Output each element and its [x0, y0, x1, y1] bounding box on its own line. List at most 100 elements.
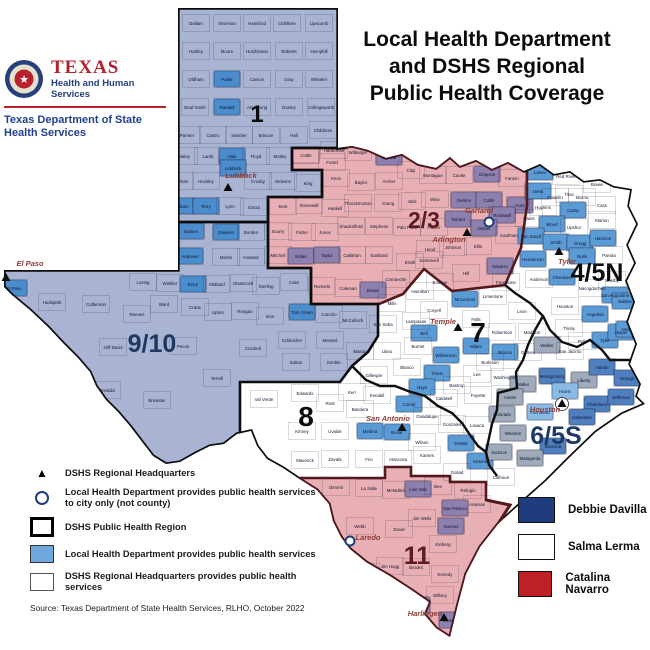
county-cell — [402, 558, 430, 576]
county-label: Fannin — [505, 176, 519, 181]
county-label: Wood — [546, 222, 558, 227]
county-cell — [338, 383, 366, 401]
county-shape-b — [288, 303, 316, 321]
county-cell — [373, 342, 401, 360]
county-shape-lb — [568, 247, 596, 265]
county-cell — [402, 312, 430, 330]
county-shape-mb — [607, 388, 635, 406]
county-cell — [443, 463, 471, 481]
county-cell — [408, 433, 436, 451]
county-label: Hill — [463, 271, 469, 276]
legend-label: Local Health Department provides public … — [65, 548, 316, 559]
county-label: Tyler — [600, 338, 610, 343]
county-cell — [219, 159, 247, 177]
county-cell — [365, 246, 393, 264]
county-label: Coke — [289, 280, 300, 285]
county-shape-p — [313, 246, 341, 264]
county-label: Henderson — [522, 257, 544, 262]
county-shape-b — [192, 197, 220, 215]
county-cell — [476, 353, 504, 371]
county-cell — [243, 98, 271, 116]
county-label: Wichita — [382, 155, 397, 160]
county-label: Nolan — [295, 254, 307, 259]
county-label: Crosby — [251, 179, 266, 184]
county-label: Franklin — [547, 195, 563, 200]
county-label: Reeves — [130, 312, 146, 317]
region-label: 1 — [250, 101, 263, 128]
region-label: 9/10 — [128, 330, 177, 358]
county-label: Floyd — [251, 154, 262, 159]
county-cell — [212, 248, 240, 266]
county-cell — [316, 331, 344, 349]
county-label: Jim Wells — [413, 516, 433, 521]
county-shape-p — [437, 517, 465, 535]
county-label: Dawson — [218, 230, 234, 235]
county-label: Hutchinson — [246, 49, 269, 54]
county-shape-p — [444, 210, 472, 228]
county-label: Schleicher — [282, 338, 303, 343]
county-label: Gaines — [184, 229, 199, 234]
county-cell — [408, 509, 436, 527]
county-cell — [568, 247, 596, 265]
dshs-hq-triangle-icon — [453, 323, 463, 331]
county-cell — [556, 342, 584, 360]
county-label: Culberson — [86, 302, 107, 307]
region-label: 11 — [404, 542, 431, 570]
county-cell — [282, 353, 310, 371]
county-label: Martin — [220, 255, 233, 260]
county-cell — [213, 14, 241, 32]
county-label: Cameron — [443, 618, 462, 623]
logo-texas-text: TEXAS — [51, 57, 120, 78]
county-label: Falls — [471, 317, 481, 322]
county-label: Crockett — [245, 346, 262, 351]
white-swatch-icon — [30, 573, 54, 591]
county-cell — [242, 147, 270, 165]
county-label: DeWitt — [454, 441, 468, 446]
county-cell — [437, 517, 465, 535]
county-label: Concho — [321, 312, 337, 317]
county-label: Orange — [620, 376, 635, 381]
county-cell — [429, 535, 457, 553]
county-cell — [438, 415, 466, 433]
county-cell — [382, 270, 410, 288]
county-label: Kerr — [348, 390, 357, 395]
region-label: 2/3 — [408, 207, 440, 233]
county-label: Coleman — [339, 286, 357, 291]
county-label: Dickens — [275, 179, 291, 184]
county-label: Brown — [367, 288, 380, 293]
county-label: Terry — [201, 204, 212, 209]
dshs-hq-triangle-icon — [397, 423, 407, 431]
county-cell — [424, 477, 452, 495]
county-cell — [275, 42, 303, 60]
county-label: Garza — [248, 205, 261, 210]
county-shape-lb — [432, 346, 460, 364]
county-cell — [398, 192, 426, 210]
county-cell — [252, 126, 280, 144]
county-label: Willacy — [433, 593, 448, 598]
map-body: Dallam Sherman Hansford Ochiltree Lipscomb Ha… — [4, 8, 645, 637]
county-label: Anderson — [530, 277, 549, 282]
county-label: Menard — [323, 338, 338, 343]
city-label: Lubbock — [225, 171, 257, 180]
county-label: Jefferson — [612, 395, 631, 400]
county-label: Panola — [602, 253, 616, 258]
county-cell — [496, 388, 524, 406]
county-label: Mason — [353, 349, 367, 354]
county-label: Harris — [559, 389, 572, 394]
county-cell — [581, 305, 609, 323]
county-label: Loving — [137, 280, 150, 285]
county-cell — [416, 240, 444, 258]
county-cell — [396, 253, 424, 271]
county-shape-b — [213, 70, 241, 88]
county-label: Haskell — [328, 206, 342, 211]
county-cell — [192, 197, 220, 215]
county-label: Hale — [227, 154, 237, 159]
county-cell — [404, 480, 432, 498]
county-cell — [462, 310, 490, 328]
region-label: 6/5S — [530, 422, 581, 450]
county-label: Burnet — [412, 344, 426, 349]
county-label: Matagorda — [520, 456, 542, 461]
county-label: San Augustine — [601, 293, 630, 298]
county-cell — [464, 386, 492, 404]
